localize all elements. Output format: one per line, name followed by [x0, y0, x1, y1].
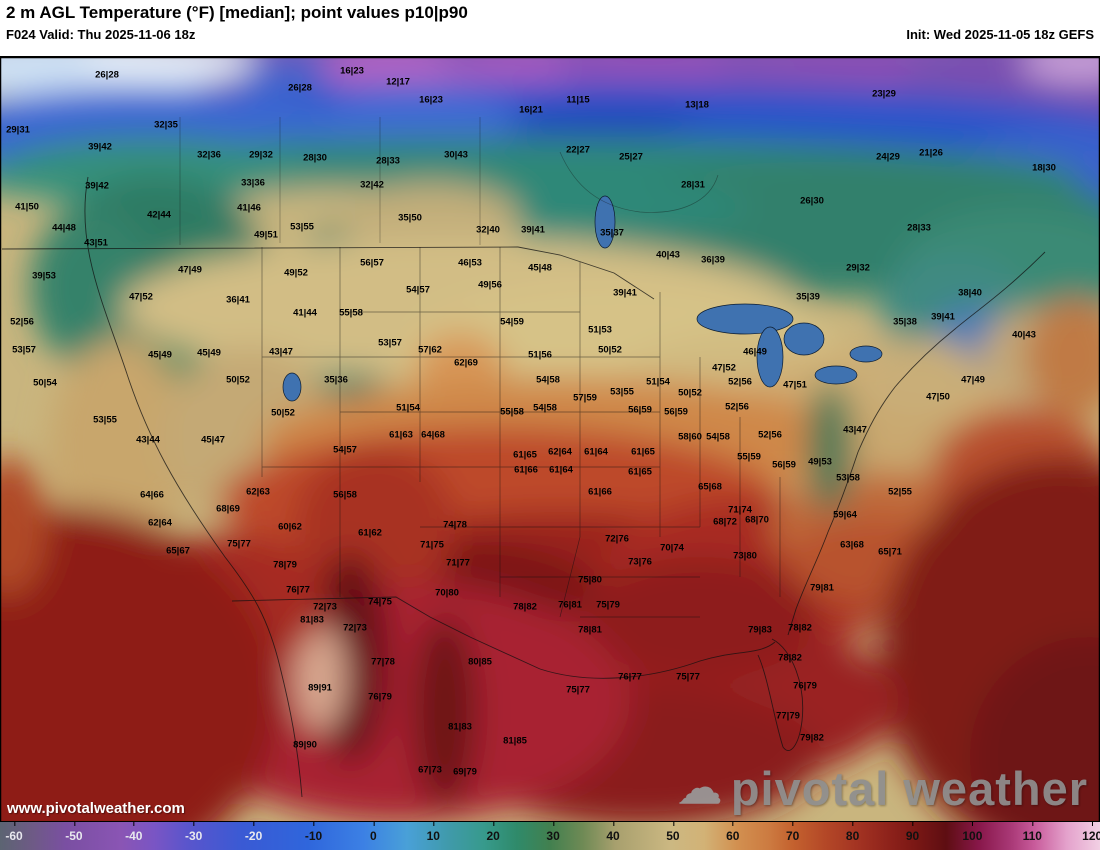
temperature-blobs [0, 57, 1100, 823]
colorbar-tick: 90 [905, 821, 920, 843]
header-subline: F024 Valid: Thu 2025-11-06 18z Init: Wed… [0, 23, 1100, 42]
temperature-field-svg [0, 57, 1100, 823]
pivotal-cloud-icon: ☁ [677, 763, 723, 813]
colorbar-tick: 60 [726, 821, 740, 843]
colorbar-tick: -50 [65, 821, 83, 843]
colorbar-ticks: -60 -50 -40 -30 -20 -10 0 10 20 30 40 50 60 70 80 90 100… [0, 821, 1100, 850]
us-canada-border [1, 246, 655, 300]
state-lines [179, 117, 781, 618]
colorbar: -60 -50 -40 -30 -20 -10 0 10 20 30 40 50 60 70 80 90 100… [0, 821, 1100, 850]
page-title: 2 m AGL Temperature (°F) [median]; point… [6, 3, 468, 22]
us-mexico-border [231, 596, 541, 670]
colorbar-tick: -20 [244, 821, 263, 843]
colorbar-tick: 120 [1082, 821, 1100, 843]
colorbar-tick: 0 [370, 821, 377, 843]
east-gulf-coastline [539, 251, 1046, 751]
west-coastline [84, 176, 303, 798]
site-url: www.pivotalweather.com [7, 800, 185, 817]
colorbar-tick: 80 [845, 821, 860, 843]
map-canvas [0, 56, 1100, 823]
header: 2 m AGL Temperature (°F) [median]; point… [0, 0, 1100, 56]
colorbar-tick: 20 [486, 821, 500, 843]
colorbar-tick: -30 [185, 821, 203, 843]
colorbar-tick: 100 [962, 821, 983, 843]
boundary-lines [1, 176, 1046, 798]
colorbar-tick: 40 [606, 821, 620, 843]
watermark: ☁ pivotal weather [678, 761, 1088, 816]
lakes [282, 195, 883, 402]
valid-time-label: F024 Valid: Thu 2025-11-06 18z [6, 27, 196, 42]
init-time-label: Init: Wed 2025-11-05 18z GEFS [906, 27, 1094, 42]
colorbar-tick: -60 [5, 821, 23, 843]
colorbar-tick: 30 [546, 821, 560, 843]
colorbar-tick: 110 [1022, 821, 1042, 843]
watermark-text: pivotal weather [730, 762, 1088, 815]
colorbar-tick: 70 [786, 821, 800, 843]
colorbar-tick: 10 [426, 821, 440, 843]
colorbar-tick: -40 [125, 821, 143, 843]
colorbar-tick: -10 [304, 821, 323, 843]
colorbar-tick: 50 [666, 821, 680, 843]
